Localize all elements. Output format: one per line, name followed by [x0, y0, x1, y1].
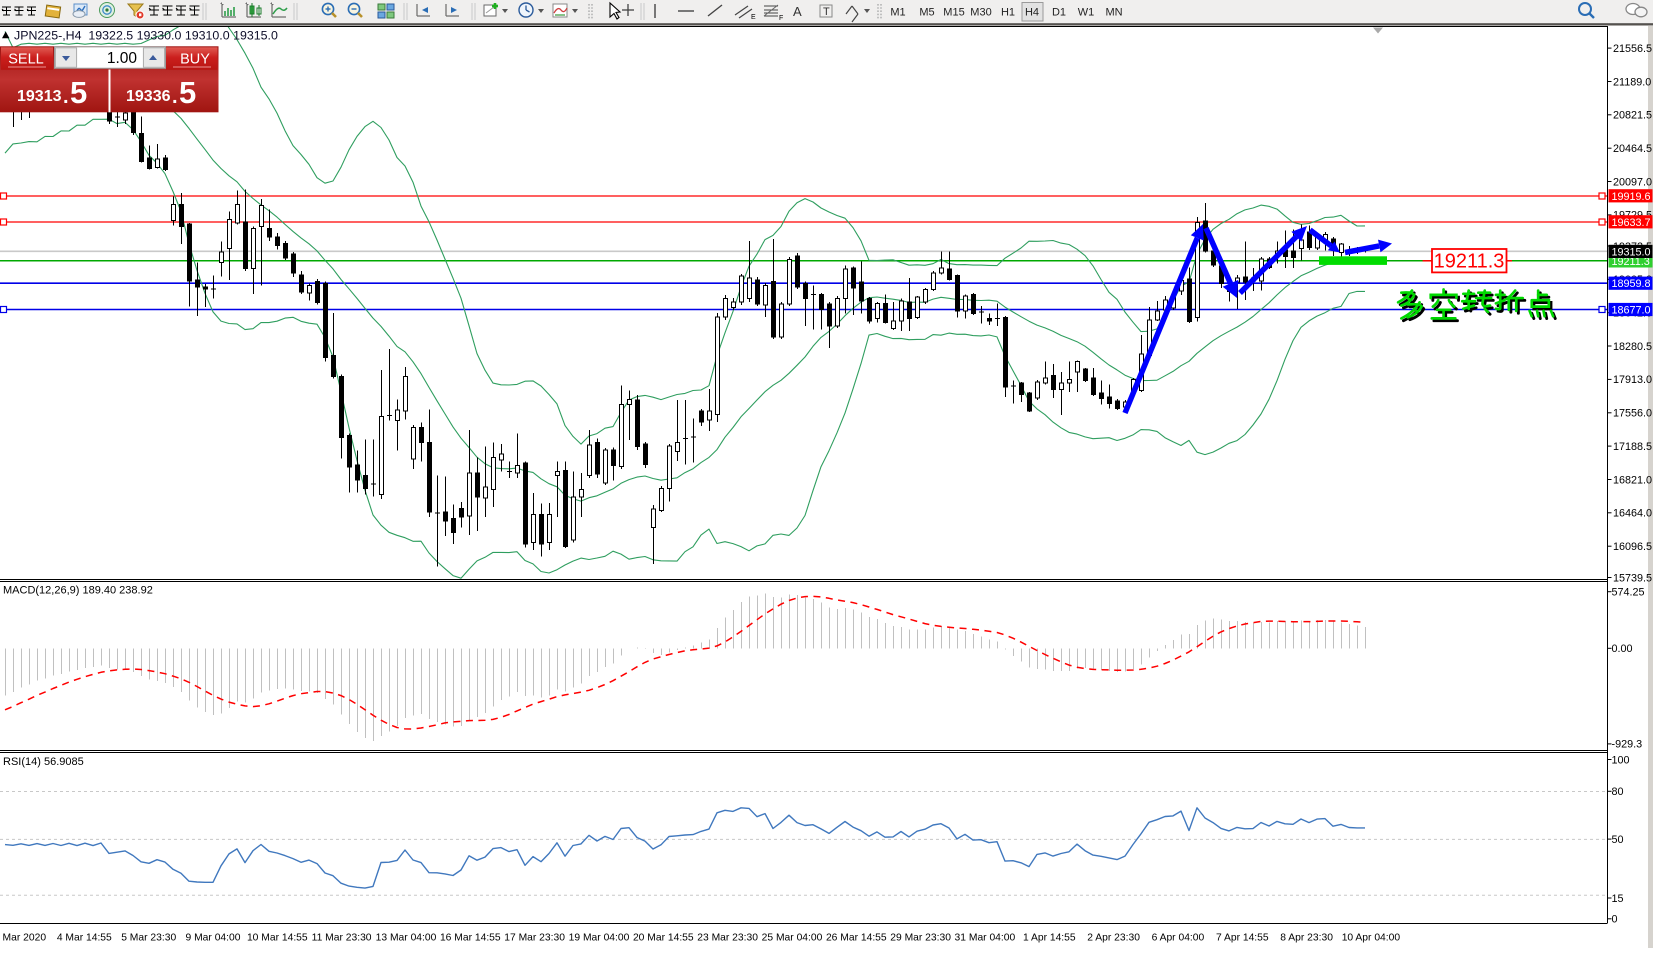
svg-text:16096.5: 16096.5: [1613, 541, 1652, 553]
svg-text:20097.0: 20097.0: [1613, 176, 1652, 188]
svg-text:MACD(12,26,9) 189.40 238.92: MACD(12,26,9) 189.40 238.92: [3, 585, 153, 597]
svg-text:E: E: [751, 14, 756, 21]
svg-text:23 Mar 23:30: 23 Mar 23:30: [697, 933, 758, 944]
svg-text:M5: M5: [919, 7, 934, 19]
svg-text:T: T: [823, 6, 830, 18]
svg-text:50: 50: [1612, 834, 1624, 846]
svg-text:5: 5: [179, 75, 196, 110]
svg-text:15: 15: [1612, 893, 1624, 905]
svg-text:16 Mar 14:55: 16 Mar 14:55: [440, 933, 501, 944]
svg-text:0: 0: [1612, 914, 1618, 926]
svg-text:18677.0: 18677.0: [1612, 305, 1651, 317]
svg-text:A: A: [793, 4, 802, 19]
svg-text:574.25: 574.25: [1612, 587, 1645, 599]
svg-text:31 Mar 04:00: 31 Mar 04:00: [955, 933, 1016, 944]
svg-text:20821.5: 20821.5: [1613, 110, 1652, 122]
svg-text:BUY: BUY: [180, 52, 210, 68]
svg-text:H4: H4: [1025, 7, 1039, 19]
svg-text:5: 5: [70, 75, 87, 110]
svg-text:M1: M1: [890, 7, 905, 19]
svg-text:H1: H1: [1001, 7, 1015, 19]
svg-text:M30: M30: [970, 7, 991, 19]
svg-text:1 Apr 14:55: 1 Apr 14:55: [1023, 933, 1076, 944]
svg-text:F: F: [779, 15, 783, 22]
svg-text:80: 80: [1612, 786, 1624, 798]
svg-text:RSI(14) 56.9085: RSI(14) 56.9085: [3, 756, 84, 768]
svg-text:17 Mar 23:30: 17 Mar 23:30: [504, 933, 565, 944]
svg-text:19211.3: 19211.3: [1434, 251, 1505, 273]
svg-text:.: .: [63, 86, 69, 108]
svg-text:10 Mar 14:55: 10 Mar 14:55: [247, 933, 308, 944]
svg-text:SELL: SELL: [8, 52, 43, 68]
svg-text:21556.5: 21556.5: [1613, 43, 1652, 55]
svg-text:M15: M15: [943, 7, 964, 19]
svg-text:17556.0: 17556.0: [1613, 408, 1652, 420]
svg-text:-929.3: -929.3: [1612, 739, 1643, 751]
svg-text:JPN225-,H4 19322.5 19330.0 19: JPN225-,H4 19322.5 19330.0 19310.0 19315…: [14, 29, 278, 43]
svg-text:18959.8: 18959.8: [1612, 278, 1651, 290]
svg-text:20 Mar 14:55: 20 Mar 14:55: [633, 933, 694, 944]
svg-text:4 Mar 14:55: 4 Mar 14:55: [57, 933, 112, 944]
svg-text:9 Mar 04:00: 9 Mar 04:00: [186, 933, 241, 944]
svg-text:19336: 19336: [126, 88, 171, 105]
svg-text:.: .: [172, 86, 178, 108]
svg-text:18280.5: 18280.5: [1613, 341, 1652, 353]
svg-text:11 Mar 23:30: 11 Mar 23:30: [312, 933, 372, 944]
svg-text:3 Mar 2020: 3 Mar 2020: [0, 933, 46, 944]
svg-text:MN: MN: [1105, 7, 1122, 19]
svg-text:5 Mar 23:30: 5 Mar 23:30: [121, 933, 176, 944]
svg-text:10 Apr 04:00: 10 Apr 04:00: [1342, 933, 1401, 944]
svg-text:25 Mar 04:00: 25 Mar 04:00: [762, 933, 823, 944]
svg-text:13 Mar 04:00: 13 Mar 04:00: [376, 933, 437, 944]
svg-text:19919.6: 19919.6: [1612, 191, 1651, 203]
svg-text:19211.3: 19211.3: [1612, 256, 1650, 268]
svg-text:W1: W1: [1078, 7, 1095, 19]
svg-text:1.00: 1.00: [107, 50, 138, 67]
svg-text:19315.0: 19315.0: [1612, 246, 1651, 258]
svg-text:8 Apr 23:30: 8 Apr 23:30: [1280, 933, 1333, 944]
svg-text:19313: 19313: [17, 88, 62, 105]
svg-text:29 Mar 23:30: 29 Mar 23:30: [890, 933, 951, 944]
svg-text:D1: D1: [1052, 7, 1066, 19]
svg-text:6 Apr 04:00: 6 Apr 04:00: [1152, 933, 1205, 944]
svg-text:100: 100: [1612, 754, 1630, 766]
svg-text:15739.5: 15739.5: [1613, 572, 1652, 584]
svg-text:7 Apr 14:55: 7 Apr 14:55: [1216, 933, 1269, 944]
svg-text:2 Apr 23:30: 2 Apr 23:30: [1087, 933, 1140, 944]
svg-text:19633.7: 19633.7: [1612, 217, 1651, 229]
svg-text:0.00: 0.00: [1612, 643, 1633, 655]
svg-text:17188.5: 17188.5: [1613, 441, 1652, 453]
svg-text:16821.0: 16821.0: [1613, 474, 1652, 486]
svg-text:19 Mar 04:00: 19 Mar 04:00: [569, 933, 630, 944]
svg-text:21189.0: 21189.0: [1613, 76, 1651, 88]
svg-text:17913.0: 17913.0: [1613, 374, 1652, 386]
svg-text:16464.0: 16464.0: [1613, 508, 1652, 520]
svg-text:20464.5: 20464.5: [1613, 143, 1652, 155]
svg-text:26 Mar 14:55: 26 Mar 14:55: [826, 933, 887, 944]
